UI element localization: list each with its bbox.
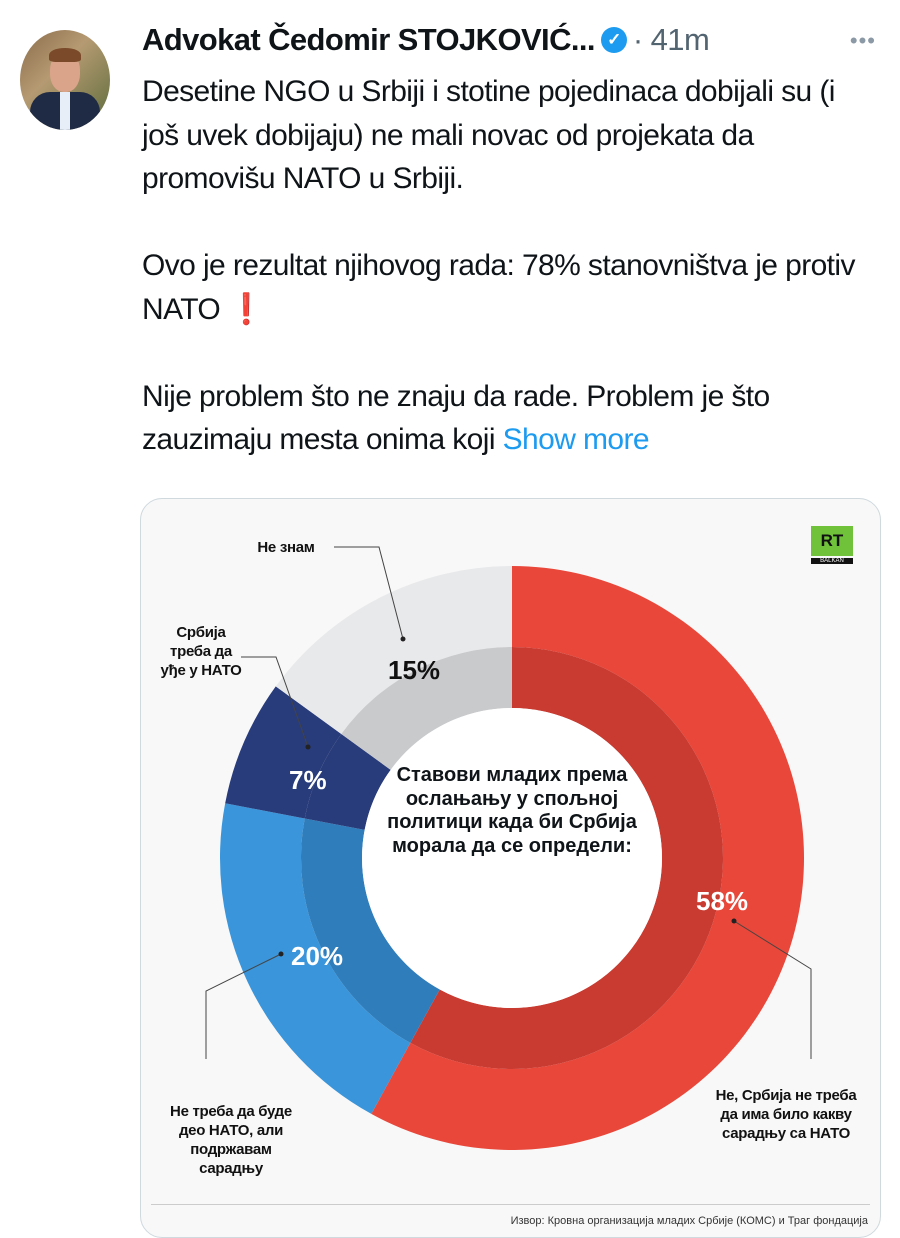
more-options-icon[interactable]: •••: [849, 28, 876, 53]
tweet-paragraph: Nije problem što ne znaju da rade. Probl…: [142, 375, 872, 462]
pct-label-20: 20%: [291, 941, 344, 971]
author-avatar[interactable]: [20, 30, 110, 130]
slice-outer-0: [371, 566, 804, 1150]
donut-chart: [205, 546, 812, 1150]
leader-dot: [278, 951, 284, 957]
label-join-nato: Србија треба да уђе у НАТО: [160, 624, 242, 679]
exclamation-icon: ❗: [227, 292, 265, 326]
chart-image[interactable]: RT BALKAN Ставови младих према ослањању у…: [140, 498, 881, 1238]
leader-line: [205, 953, 282, 1059]
leader-line: [733, 920, 812, 1059]
paragraph-text: Nije problem što ne znaju da rade. Probl…: [142, 379, 770, 457]
label-dont-know: Не знам: [257, 539, 315, 556]
pct-label-58: 58%: [696, 886, 749, 916]
slice-outer-3: [275, 566, 512, 734]
donut-hole: [362, 708, 662, 1008]
chart-source: Извор: Кровна организација младих Србије…: [510, 1215, 868, 1227]
tweet-paragraph: Desetine NGO u Srbiji i stotine pojedina…: [142, 75, 835, 195]
pct-label-15: 15%: [388, 655, 441, 685]
leader-line: [241, 656, 309, 748]
pct-label-7: 7%: [289, 765, 327, 795]
divider: [151, 1204, 870, 1205]
label-support-cooperation: Не треба да буде део НАТО, али подржавам…: [170, 1103, 292, 1177]
time-value: 41m: [650, 22, 710, 57]
show-more-link[interactable]: Show more: [502, 423, 650, 456]
tweet-header: Advokat Čedomir STOJKOVIĆ... ✓ · 41m: [142, 22, 710, 58]
rt-balkan-logo: RT BALKAN: [811, 526, 853, 566]
slice-inner-0: [410, 647, 723, 1069]
label-no-cooperation: Не, Србија не треба да има било какву са…: [715, 1087, 857, 1142]
leader-dot: [305, 744, 311, 750]
slice-inner-2: [304, 733, 391, 830]
chart-title: Ставови младих према ослањању у спољној …: [387, 764, 637, 857]
paragraph-text: Ovo je rezultat njihovog rada: 78% stano…: [142, 249, 855, 326]
leader-dot: [400, 636, 406, 642]
slice-inner-3: [341, 647, 512, 770]
author-name[interactable]: Advokat Čedomir STOJKOVIĆ...: [142, 22, 596, 57]
verified-badge-icon: ✓: [600, 27, 627, 53]
slice-inner-1: [301, 818, 440, 1043]
slice-outer-1: [219, 803, 411, 1114]
leader-dot: [731, 918, 737, 924]
tweet-time[interactable]: · 41m: [632, 22, 710, 57]
tweet-text: Desetine NGO u Srbiji i stotine pojedina…: [142, 70, 872, 505]
leader-line: [334, 546, 404, 640]
tweet-paragraph: Ovo je rezultat njihovog rada: 78% stano…: [142, 244, 872, 331]
slice-outer-2: [225, 686, 342, 819]
